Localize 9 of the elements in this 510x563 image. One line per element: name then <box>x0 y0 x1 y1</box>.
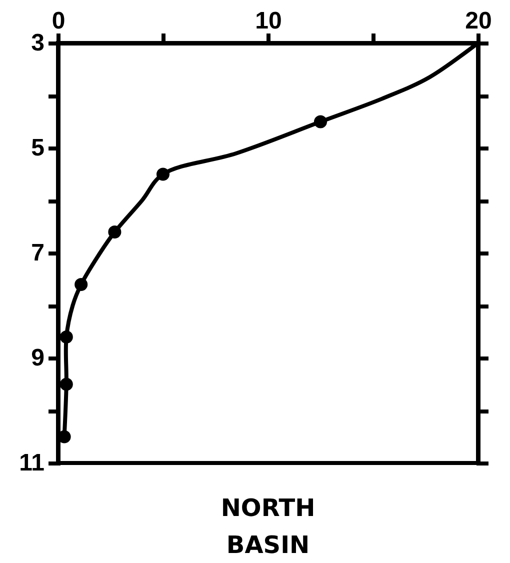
y-tick-label: 5 <box>31 134 44 162</box>
y-tick-label: 3 <box>31 30 44 56</box>
x-tick-label: 0 <box>52 8 66 34</box>
y-tick-label: 7 <box>31 240 44 266</box>
y-tick-label: 9 <box>31 344 44 372</box>
x-tick-label: 20 <box>465 8 492 34</box>
x-tick-label: 10 <box>255 8 282 34</box>
y-tick-label: 11 <box>19 450 44 476</box>
text: NORTH BASIN <box>220 494 316 559</box>
